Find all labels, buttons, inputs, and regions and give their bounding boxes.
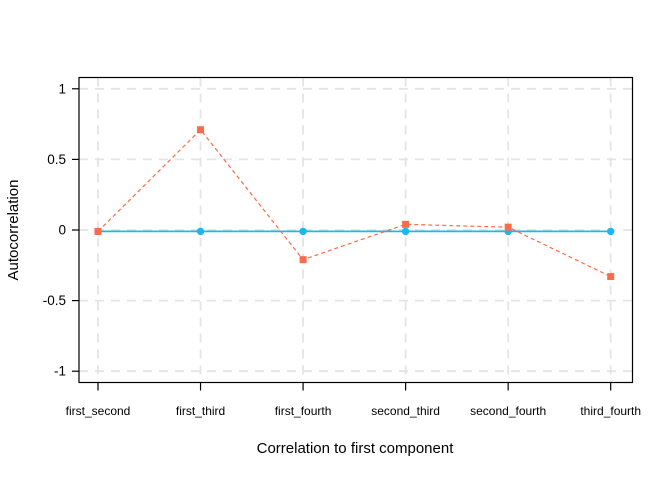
x-axis-title: Correlation to first component xyxy=(257,440,455,457)
red-square-series-line xyxy=(97,128,611,278)
square-marker xyxy=(197,126,205,134)
y-tick-label: -0.5 xyxy=(43,293,66,308)
red-square-series xyxy=(94,126,615,281)
square-marker xyxy=(607,273,615,281)
y-tick-label: 0 xyxy=(58,223,66,238)
y-tick-label: -1 xyxy=(54,364,66,379)
x-tick-label: second_fourth xyxy=(470,404,546,418)
y-tick-label: 0.5 xyxy=(47,152,66,167)
square-marker xyxy=(299,256,307,264)
square-marker xyxy=(504,223,512,231)
square-marker xyxy=(94,227,102,235)
y-tick-label: 1 xyxy=(58,81,66,96)
y-axis: 1 0.5 0 -0.5 -1 xyxy=(43,81,79,379)
square-marker xyxy=(402,220,410,228)
cyan-circle-series xyxy=(94,227,615,236)
data-series xyxy=(94,126,615,281)
y-axis-title: Autocorrelation xyxy=(5,180,22,281)
x-tick-label: third_fourth xyxy=(580,404,641,418)
circle-marker xyxy=(196,227,205,236)
x-axis: first_second first_third first_fourth secon… xyxy=(66,382,641,418)
x-tick-label: first_third xyxy=(176,404,225,418)
x-tick-label: first_fourth xyxy=(275,404,332,418)
x-tick-label: second_third xyxy=(371,404,440,418)
circle-marker xyxy=(299,227,307,236)
grid-lines xyxy=(79,77,633,383)
x-tick-label: first_second xyxy=(66,404,131,418)
circle-marker xyxy=(401,227,410,236)
circle-marker xyxy=(607,227,615,236)
